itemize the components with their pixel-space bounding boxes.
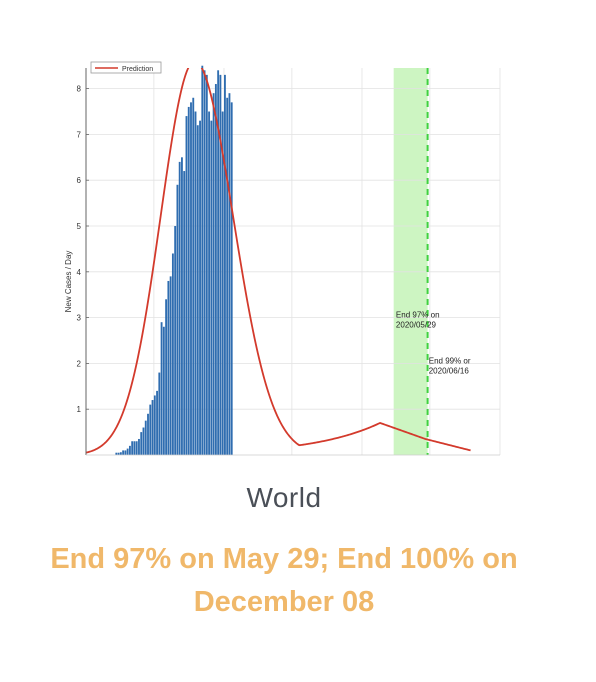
bar [140, 432, 143, 455]
bar [174, 226, 177, 455]
bar [117, 452, 120, 455]
y-tick-label: 1 [77, 405, 82, 414]
bar [181, 157, 183, 456]
region-name: World [246, 482, 322, 513]
grid-layer [85, 68, 501, 455]
bar [194, 111, 197, 455]
bar [205, 74, 208, 456]
legend: Prediction [90, 61, 162, 74]
bar [226, 97, 229, 456]
annotation-2: End 99% or 2020/06/16 [429, 356, 471, 375]
bar [153, 395, 156, 455]
bar [201, 65, 204, 456]
bar [217, 70, 220, 455]
y-tick-label: 7 [77, 130, 82, 139]
bar [187, 106, 190, 456]
bar [203, 70, 206, 455]
bar [190, 102, 192, 455]
y-tick-label: 4 [77, 268, 82, 277]
prediction-summary: End 97% on May 29; End 100% on December … [50, 543, 518, 618]
bar [228, 93, 231, 456]
bar [169, 276, 172, 455]
bar [138, 438, 140, 455]
bar [183, 171, 186, 455]
bar [176, 184, 179, 455]
legend-box [90, 61, 162, 74]
y-tick-label: 5 [77, 222, 82, 231]
legend-label-prediction: Prediction [122, 66, 153, 73]
bar [221, 111, 224, 455]
bar [115, 452, 118, 455]
annotation-1: End 97% on 2020/05/29 [396, 311, 440, 330]
bar [214, 84, 217, 455]
ticks-layer: 1 2 3 4 5 6 7 8 [77, 85, 89, 414]
bar [122, 450, 125, 455]
y-tick-label: 6 [77, 176, 82, 185]
bar [219, 74, 222, 456]
y-tick-label: 2 [77, 359, 82, 368]
bar [178, 161, 181, 455]
bar [167, 280, 170, 455]
y-axis-label: New Cases / Day [64, 251, 73, 313]
y-tick-label: 3 [77, 314, 82, 323]
bar [128, 445, 131, 455]
bar [230, 102, 233, 455]
bar [196, 125, 199, 455]
bar [142, 427, 145, 455]
bar [165, 299, 168, 455]
annotation-line: End 99% or [429, 356, 471, 365]
annotation-layer: End 97% on 2020/05/29 End 99% or 2020/06/16 [396, 311, 471, 376]
bar [119, 452, 122, 455]
bar [158, 372, 161, 455]
bar [185, 116, 188, 456]
curve-layer [86, 68, 471, 454]
bar [208, 111, 211, 455]
bar [210, 120, 213, 455]
bar [124, 450, 127, 455]
bar [151, 400, 154, 455]
bar [156, 390, 158, 455]
bar [224, 74, 226, 456]
shaded-region [393, 68, 428, 455]
bar [192, 97, 195, 456]
bar [135, 441, 138, 455]
y-tick-label: 8 [77, 85, 82, 94]
bar [133, 441, 136, 455]
annotation-line: End 97% on [396, 311, 440, 320]
annotation-line: 2020/06/16 [429, 366, 470, 375]
bar [160, 322, 163, 455]
bars-layer [115, 65, 233, 456]
bar [149, 404, 152, 455]
shade-layer [393, 68, 428, 455]
bar [199, 120, 201, 455]
prediction-curve [86, 68, 471, 454]
annotation-line: 2020/05/29 [396, 321, 437, 330]
bar [147, 413, 149, 455]
bar [162, 326, 165, 455]
axes-layer [85, 68, 500, 456]
bar [212, 93, 215, 456]
bar [144, 420, 147, 455]
bar [126, 448, 129, 455]
bar [131, 441, 134, 455]
bar [171, 253, 174, 455]
